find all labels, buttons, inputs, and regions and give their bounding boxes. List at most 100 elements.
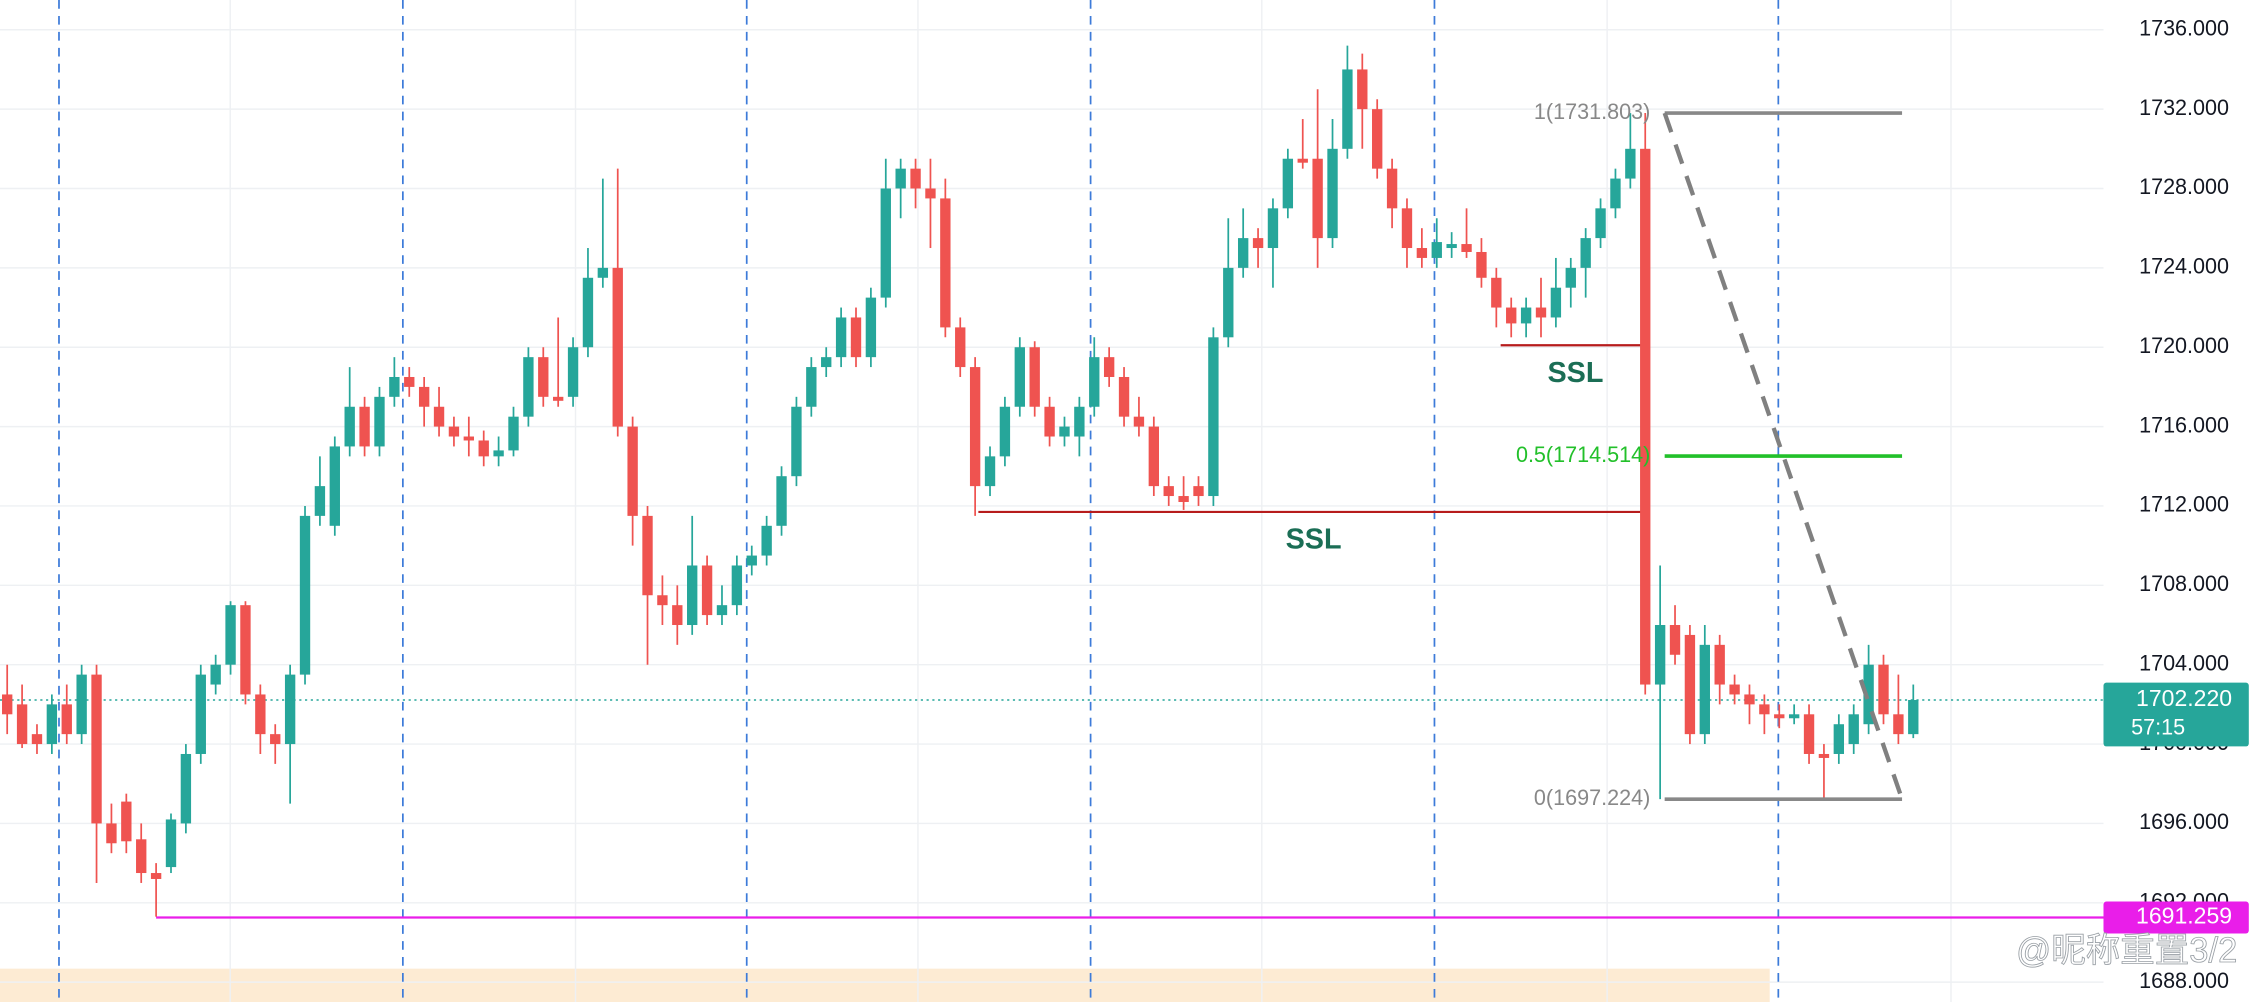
candle-body [880, 188, 891, 298]
candle-body [612, 267, 623, 427]
candle-body [761, 525, 772, 556]
candle-body [1103, 357, 1115, 377]
candle-body [835, 317, 847, 358]
last-price-label: 1702.220 [2136, 685, 2232, 711]
candle-body [746, 555, 757, 566]
watermark: @昵称重置3/2 [2016, 932, 2237, 970]
candle-body [1208, 337, 1219, 497]
candle-body [895, 168, 906, 189]
candle-body [1237, 238, 1249, 268]
y-tick-label: 1696.000 [2139, 809, 2229, 834]
overlay: SSL SSL 1(1731.803) 0.5(1714.514) 0(1697.224… [1286, 99, 1905, 810]
candle-body [418, 386, 430, 407]
candles [2, 45, 1919, 917]
candle-body [642, 515, 653, 596]
y-tick-label: 1720.000 [2139, 333, 2229, 358]
y-tick-label: 1704.000 [2139, 650, 2229, 675]
candle-body [1446, 244, 1457, 249]
candle-body [180, 753, 192, 824]
candle-body [850, 317, 862, 358]
last-price-box [2103, 682, 2249, 747]
candle-body [1252, 238, 1264, 249]
candle-body [821, 357, 832, 368]
y-tick-label: 1688.000 [2139, 968, 2229, 993]
candle-body [1506, 307, 1517, 324]
candle-body [538, 357, 549, 397]
candle-body [567, 347, 579, 397]
candle-body [91, 674, 102, 824]
candle-body [1357, 69, 1368, 110]
candle-body [701, 565, 713, 616]
candle-body [2, 694, 13, 715]
candle-body [940, 198, 951, 328]
candle-body [1908, 700, 1919, 735]
candle-body [1878, 664, 1889, 715]
candle-body [359, 406, 370, 447]
candle-body [1774, 714, 1785, 719]
candle-body [16, 704, 28, 745]
candle-body [463, 436, 475, 441]
candle-body [731, 565, 743, 606]
candle-body [716, 605, 728, 616]
candle-body [1625, 148, 1636, 179]
candle-body [1550, 287, 1562, 318]
candle-body [389, 376, 400, 397]
candle-body [1893, 714, 1904, 735]
candle-body [344, 406, 355, 447]
candle-body [627, 426, 638, 516]
candle-body [1565, 267, 1576, 288]
candle-body [284, 674, 296, 745]
candle-body [523, 357, 534, 417]
candle-body [1535, 307, 1547, 318]
candle-body [1089, 357, 1100, 407]
candle-body [776, 476, 787, 526]
y-tick-label: 1736.000 [2139, 15, 2229, 40]
candle-body [121, 801, 132, 842]
candle-body [314, 486, 326, 516]
candle-body [1193, 486, 1204, 497]
candle-body [582, 277, 594, 348]
y-tick-label: 1732.000 [2139, 95, 2229, 120]
candle-body [925, 188, 936, 199]
candle-body [433, 406, 445, 427]
candle-body [1178, 496, 1189, 502]
ssl-label: SSL [1286, 523, 1342, 555]
candle-body [791, 406, 802, 477]
fib-label: 0(1697.224) [1534, 785, 1650, 810]
candle-body [61, 704, 72, 735]
candle-body [1014, 347, 1025, 407]
candle-body [984, 456, 996, 487]
candle-body [1297, 158, 1308, 163]
price-axis: 1688.0001692.0001696.0001700.0001704.000… [2103, 15, 2249, 993]
candle-body [552, 396, 564, 401]
candle-body [195, 674, 206, 754]
candle-body [76, 674, 87, 735]
countdown-label: 57:15 [2131, 715, 2185, 740]
candle-body [225, 605, 236, 665]
candle-body [1476, 251, 1487, 278]
candle-body [969, 367, 981, 487]
candle-body [910, 168, 921, 189]
candle-body [1059, 426, 1070, 437]
candle-body [106, 823, 117, 844]
candle-body [1461, 244, 1472, 252]
candle-body [448, 426, 460, 437]
candle-body [478, 440, 489, 457]
candle-body [1342, 69, 1353, 149]
candle-body [865, 297, 877, 358]
session-band [0, 968, 1770, 1002]
candle-body [999, 406, 1011, 457]
candle-body [404, 376, 415, 387]
vertical-grid [229, 0, 1952, 1002]
candle-body [1401, 208, 1413, 249]
candle-body [1431, 242, 1442, 258]
candle-body [672, 605, 683, 626]
candle-body [1327, 148, 1338, 239]
candle-body [1223, 267, 1234, 338]
y-tick-label: 1716.000 [2139, 412, 2229, 437]
ssl-label: SSL [1547, 357, 1603, 389]
candle-body [657, 595, 668, 606]
candle-body [1267, 208, 1279, 249]
y-tick-label: 1712.000 [2139, 492, 2229, 517]
candle-body [1520, 307, 1532, 324]
